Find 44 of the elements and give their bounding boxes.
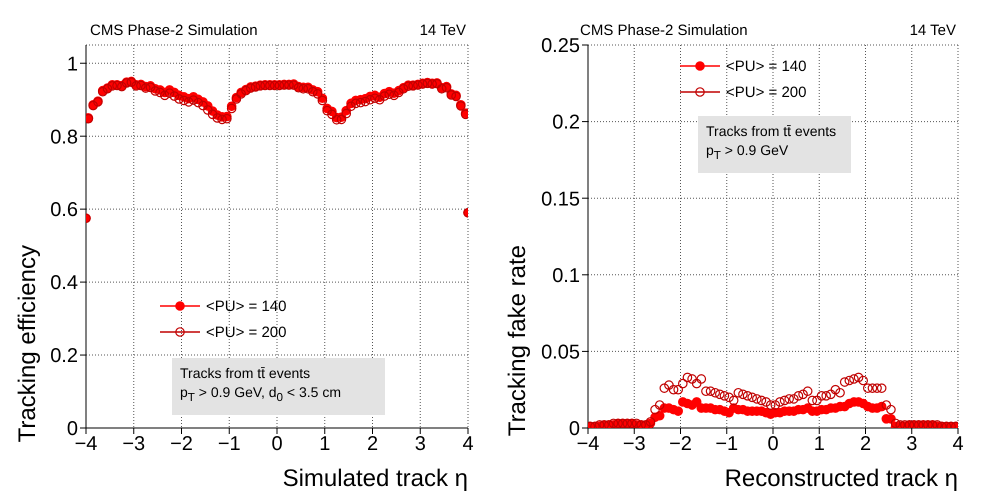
x-tick-label: 3: [906, 433, 918, 456]
x-tick-label: −3: [622, 433, 646, 456]
x-tick-label: 2: [860, 433, 872, 456]
text: CMS Phase-2 Simulation: [580, 22, 748, 39]
x-tick-label: 1: [319, 433, 330, 456]
x-tick-label: 3: [414, 433, 426, 456]
y-axis-title: Tracking fake rate: [504, 245, 532, 436]
x-tick-label: −2: [170, 433, 193, 456]
y-tick-label: 0.2: [552, 112, 580, 134]
text-box: Tracks from tt̄ events p$_{T}$ > 0.9 GeV: [698, 116, 851, 173]
x-tick-label: 4: [952, 433, 964, 456]
y-tick-label: 0.15: [541, 188, 580, 210]
text: CMS Phase-2 Simulation: [90, 22, 258, 39]
y-tick-label: 1: [66, 53, 78, 76]
y-tick-label: 0.25: [541, 35, 580, 58]
annotation: p$_{T}$ > 0.9 GeV: [706, 141, 790, 164]
y-tick-label: 0.8: [50, 126, 78, 148]
legend-label: <PU> = 140: [206, 298, 286, 314]
text-box: Tracks from tt̄ events p$_{T}$ > 0.9 GeV, d$_{0}$ < 3.5 cm: [172, 358, 385, 415]
x-tick-label: −3: [122, 433, 146, 456]
y-axis-title: Tracking efficiency: [14, 245, 42, 442]
legend-label: <PU> = 200: [726, 84, 806, 100]
x-tick-label: 0: [767, 433, 779, 456]
x-axis-title: Simulated track η: [282, 465, 468, 492]
text: 14 TeV: [420, 22, 466, 39]
x-tick-label: −1: [218, 433, 241, 456]
x-tick-label: 2: [366, 433, 378, 456]
x-tick-label: 4: [462, 433, 474, 456]
x-axis-title: Reconstructed track η: [724, 465, 958, 492]
legend-label: <PU> = 140: [726, 58, 806, 74]
legend-label: <PU> = 200: [206, 324, 286, 340]
y-tick-label: 0.2: [50, 345, 78, 368]
y-tick-label: 0.6: [50, 199, 78, 222]
y-tick-label: 0.05: [541, 342, 580, 364]
annotation: p$_{T}$ > 0.9 GeV, d$_{0}$ < 3.5 cm: [180, 383, 342, 406]
annotation: Tracks from tt̄ events: [180, 364, 312, 383]
text: 14 TeV: [910, 22, 956, 39]
x-tick-label: −1: [715, 433, 738, 456]
x-tick-label: 0: [271, 433, 283, 456]
x-tick-label: 1: [814, 433, 825, 456]
x-tick-label: −2: [669, 433, 692, 456]
y-tick-label: 0.4: [50, 272, 78, 294]
annotation: Tracks from tt̄ events: [706, 122, 838, 141]
y-tick-label: 0.1: [552, 264, 580, 287]
